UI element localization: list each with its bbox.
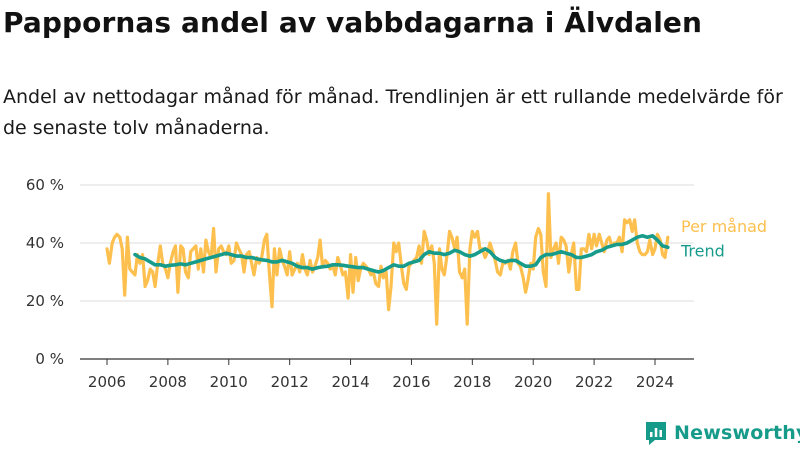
brand-logo: Newsworthy [644, 420, 800, 446]
chart-title: Pappornas andel av vabbdagarna i Älvdale… [3, 6, 703, 39]
x-tick-label: 2012 [271, 373, 309, 391]
x-tick-label: 2008 [149, 373, 187, 391]
x-tick-label: 2018 [453, 373, 491, 391]
x-tick-label: 2014 [331, 373, 369, 391]
x-tick-label: 2024 [636, 373, 674, 391]
chart-subtitle: Andel av nettodagar månad för månad. Tre… [3, 86, 783, 139]
monthly-series-line [105, 192, 670, 326]
x-tick-label: 2006 [88, 373, 126, 391]
monthly-series-label: Per månad [681, 217, 767, 236]
newsworthy-logo-icon [646, 422, 666, 445]
brand-name: Newsworthy [674, 422, 800, 444]
y-tick-label: 60 % [26, 176, 64, 194]
x-tick-label: 2016 [392, 373, 430, 391]
x-tick-label: 2010 [210, 373, 248, 391]
y-tick-label: 40 % [26, 234, 64, 252]
y-tick-label: 20 % [26, 292, 64, 310]
x-tick-label: 2022 [575, 373, 613, 391]
trend-series-line [133, 234, 670, 274]
y-tick-label: 0 % [35, 350, 64, 368]
x-tick-label: 2020 [514, 373, 552, 391]
trend-series-label: Trend [680, 241, 725, 260]
